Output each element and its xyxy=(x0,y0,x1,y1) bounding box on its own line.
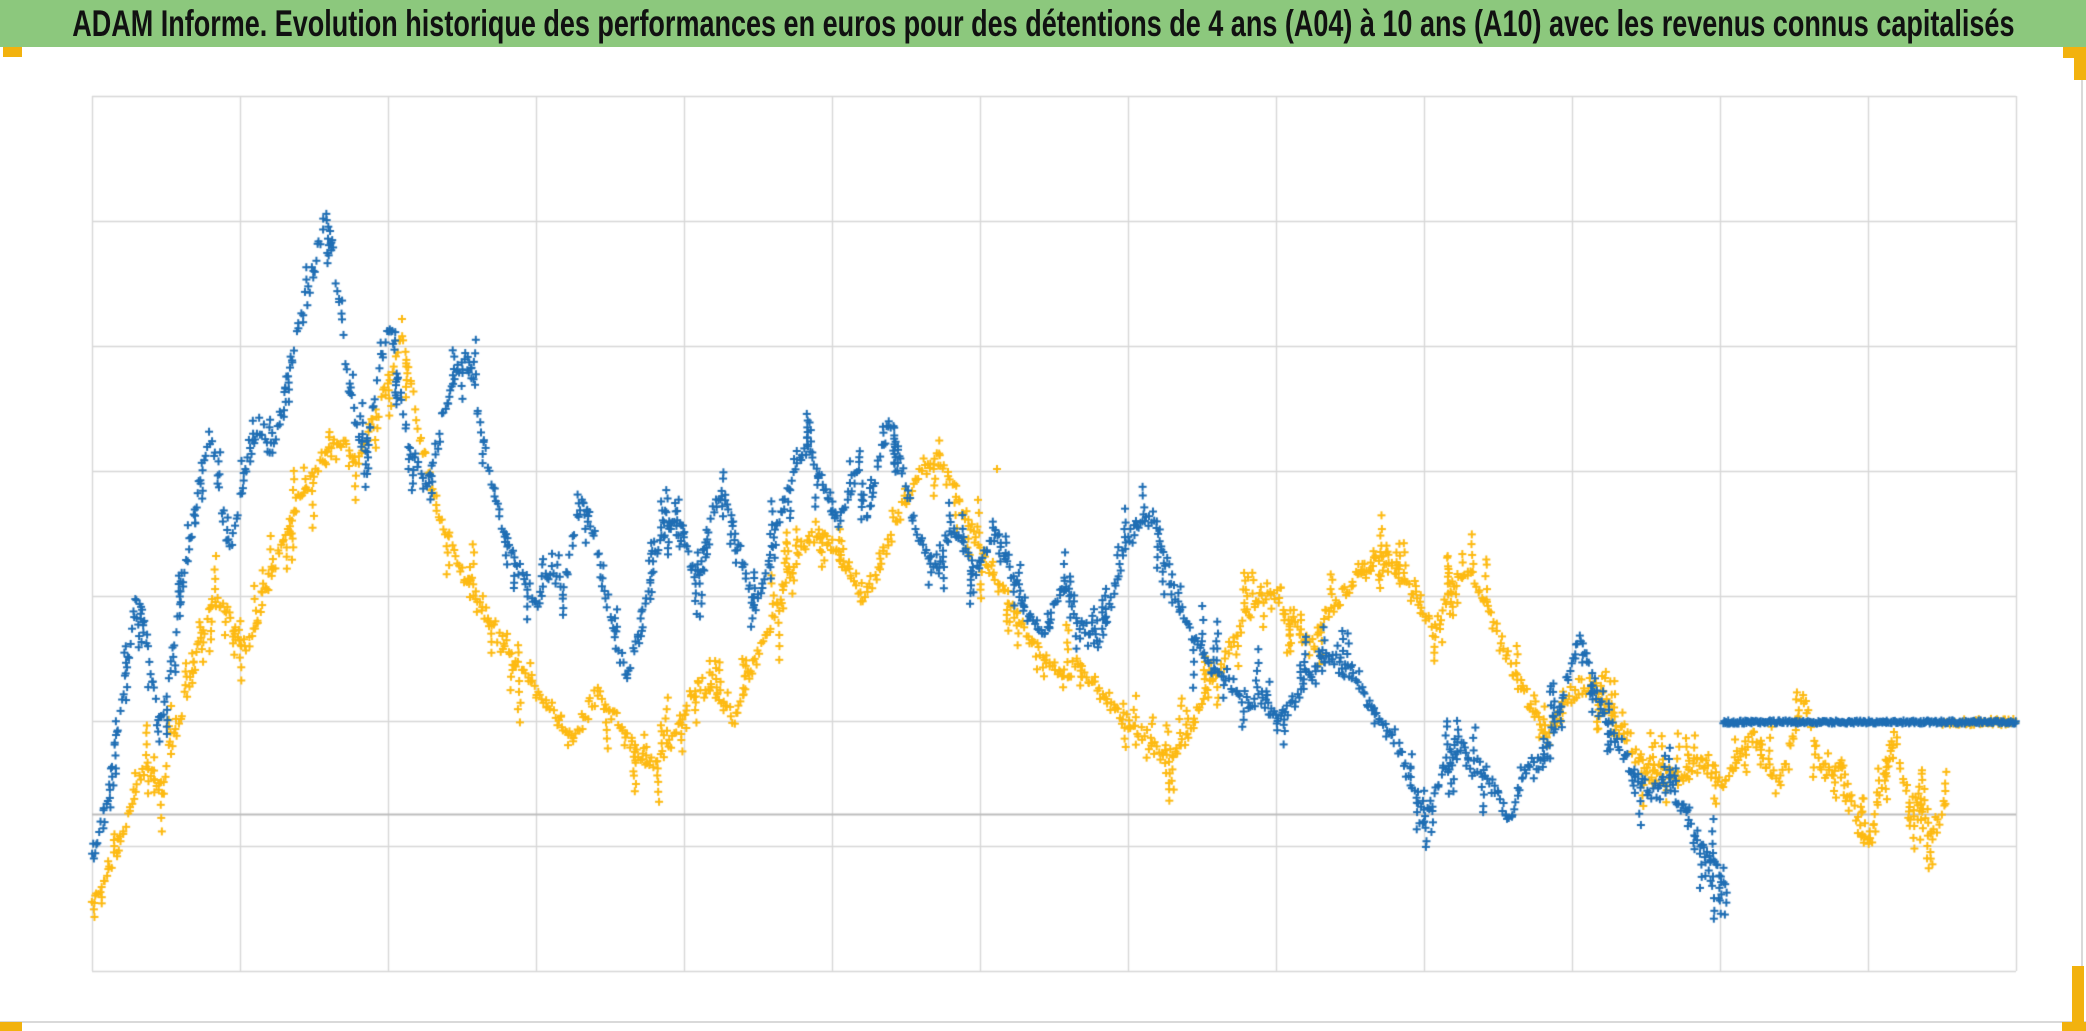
chart-title-bar: ADAM Informe. Evolution historique des p… xyxy=(0,0,2086,47)
chart-title: ADAM Informe. Evolution historique des p… xyxy=(71,2,2015,44)
corner-mark-bottom-right-horizontal xyxy=(2062,1022,2086,1031)
corner-mark-bottom-left xyxy=(0,1022,22,1031)
sheet-gridline-vertical xyxy=(2081,47,2083,1031)
sheet-gridline-horizontal xyxy=(0,1021,2086,1023)
corner-mark-top-left xyxy=(3,47,22,57)
corner-mark-bottom-right-vertical xyxy=(2072,966,2084,1023)
corner-mark-top-right-vertical xyxy=(2074,47,2086,80)
